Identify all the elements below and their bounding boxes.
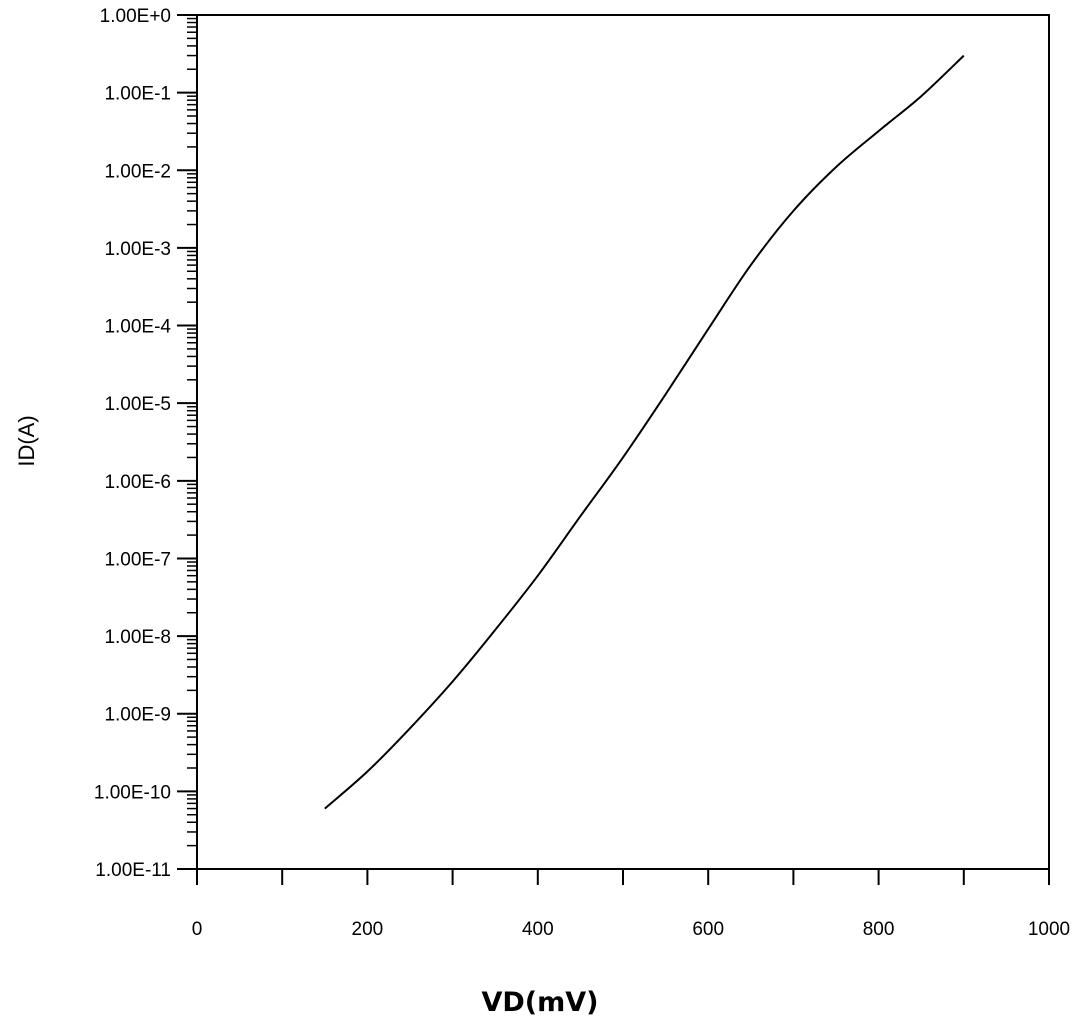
x-tick-label: 0 bbox=[192, 919, 203, 940]
x-axis-ticks: 0 200 400 600 800 1000 bbox=[192, 869, 1070, 940]
y-tick-label: 1.00E-6 bbox=[104, 472, 171, 493]
y-tick-label: 1.00E-10 bbox=[94, 782, 171, 803]
y-tick-label: 1.00E-5 bbox=[104, 394, 171, 415]
y-axis-title: ID(A) bbox=[14, 415, 39, 466]
x-tick-label: 1000 bbox=[1028, 919, 1070, 940]
x-axis-title: VD(mV) bbox=[481, 987, 598, 1018]
x-tick-label: 400 bbox=[522, 919, 554, 940]
plot-frame bbox=[196, 14, 1050, 870]
y-tick-label: 1.00E-9 bbox=[104, 705, 171, 726]
y-axis-ticks: 1.00E+0 1.00E-1 1.00E-2 1.00E-3 1.00E-4 1.00E… bbox=[94, 6, 197, 881]
y-tick-label: 1.00E-11 bbox=[95, 860, 171, 881]
y-tick-label: 1.00E-1 bbox=[104, 84, 171, 105]
x-tick-label: 200 bbox=[352, 919, 384, 940]
y-tick-label: 1.00E-8 bbox=[104, 627, 171, 648]
series-layer bbox=[324, 54, 965, 810]
y-tick-label: 1.00E-2 bbox=[104, 161, 171, 182]
minor-ticks bbox=[187, 17, 197, 847]
plot-border bbox=[196, 14, 1050, 870]
series-line-0 bbox=[324, 54, 965, 810]
x-tick-label: 600 bbox=[692, 919, 724, 940]
y-tick-label: 1.00E-4 bbox=[104, 317, 171, 338]
y-tick-label: 1.00E-7 bbox=[104, 549, 171, 570]
y-tick-label: 1.00E+0 bbox=[100, 6, 171, 27]
x-tick-label: 800 bbox=[863, 919, 895, 940]
y-tick-label: 1.00E-3 bbox=[104, 239, 171, 260]
